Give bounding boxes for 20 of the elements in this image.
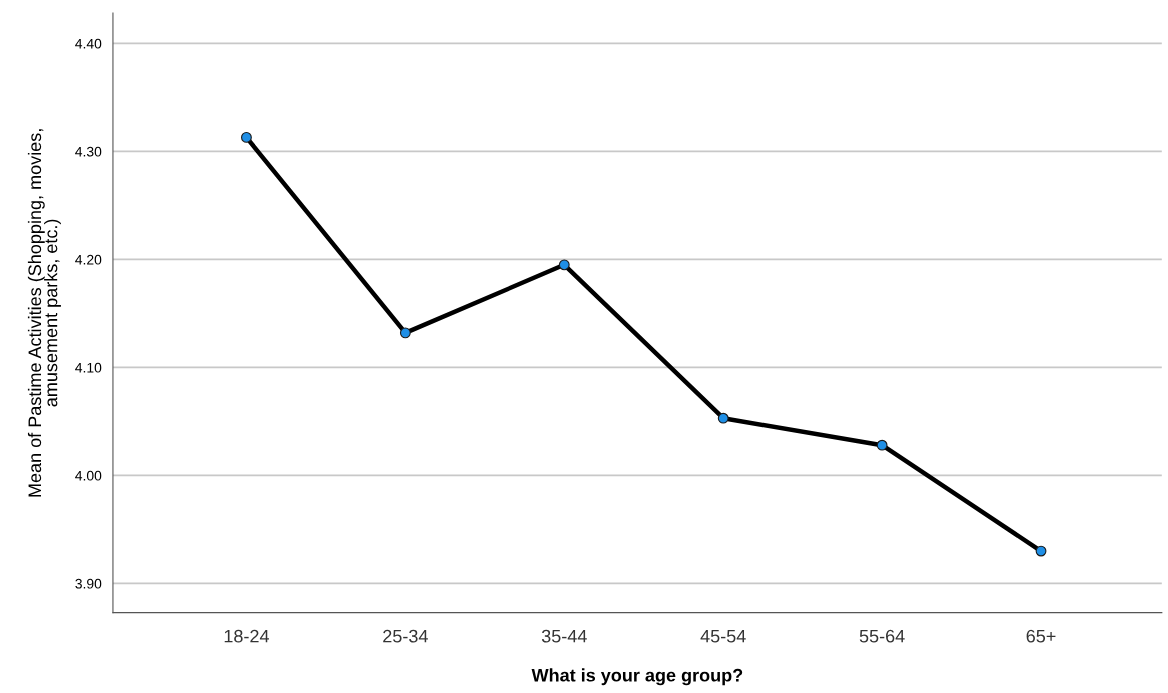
point [558, 259, 570, 271]
x-tick-label: 25-34 [383, 629, 428, 643]
y-tick-label: 4.00 [75, 470, 102, 481]
y-tick-label: 4.20 [75, 254, 102, 265]
x-tick-label: 45-54 [700, 629, 746, 643]
x-tick-label: 65+ [1026, 629, 1056, 643]
y-tick-label: 4.30 [75, 146, 102, 157]
y-axis-title: Mean of Pastime Activities (Shopping, movies, amusement parks, etc.) [27, 129, 61, 497]
x-tick-label: 55-64 [859, 629, 905, 643]
x-tick-label: 35-44 [541, 629, 587, 643]
x-axis-title: What is your age group? [531, 668, 743, 686]
point [399, 327, 411, 339]
point [1035, 545, 1047, 557]
point [876, 439, 888, 451]
y-tick-label: 4.10 [75, 362, 102, 373]
y-tick-label: 3.90 [75, 578, 102, 589]
y-tick-label: 4.40 [75, 38, 102, 49]
point [717, 412, 729, 424]
point [241, 131, 252, 143]
x-tick-label: 18-24 [224, 629, 269, 643]
